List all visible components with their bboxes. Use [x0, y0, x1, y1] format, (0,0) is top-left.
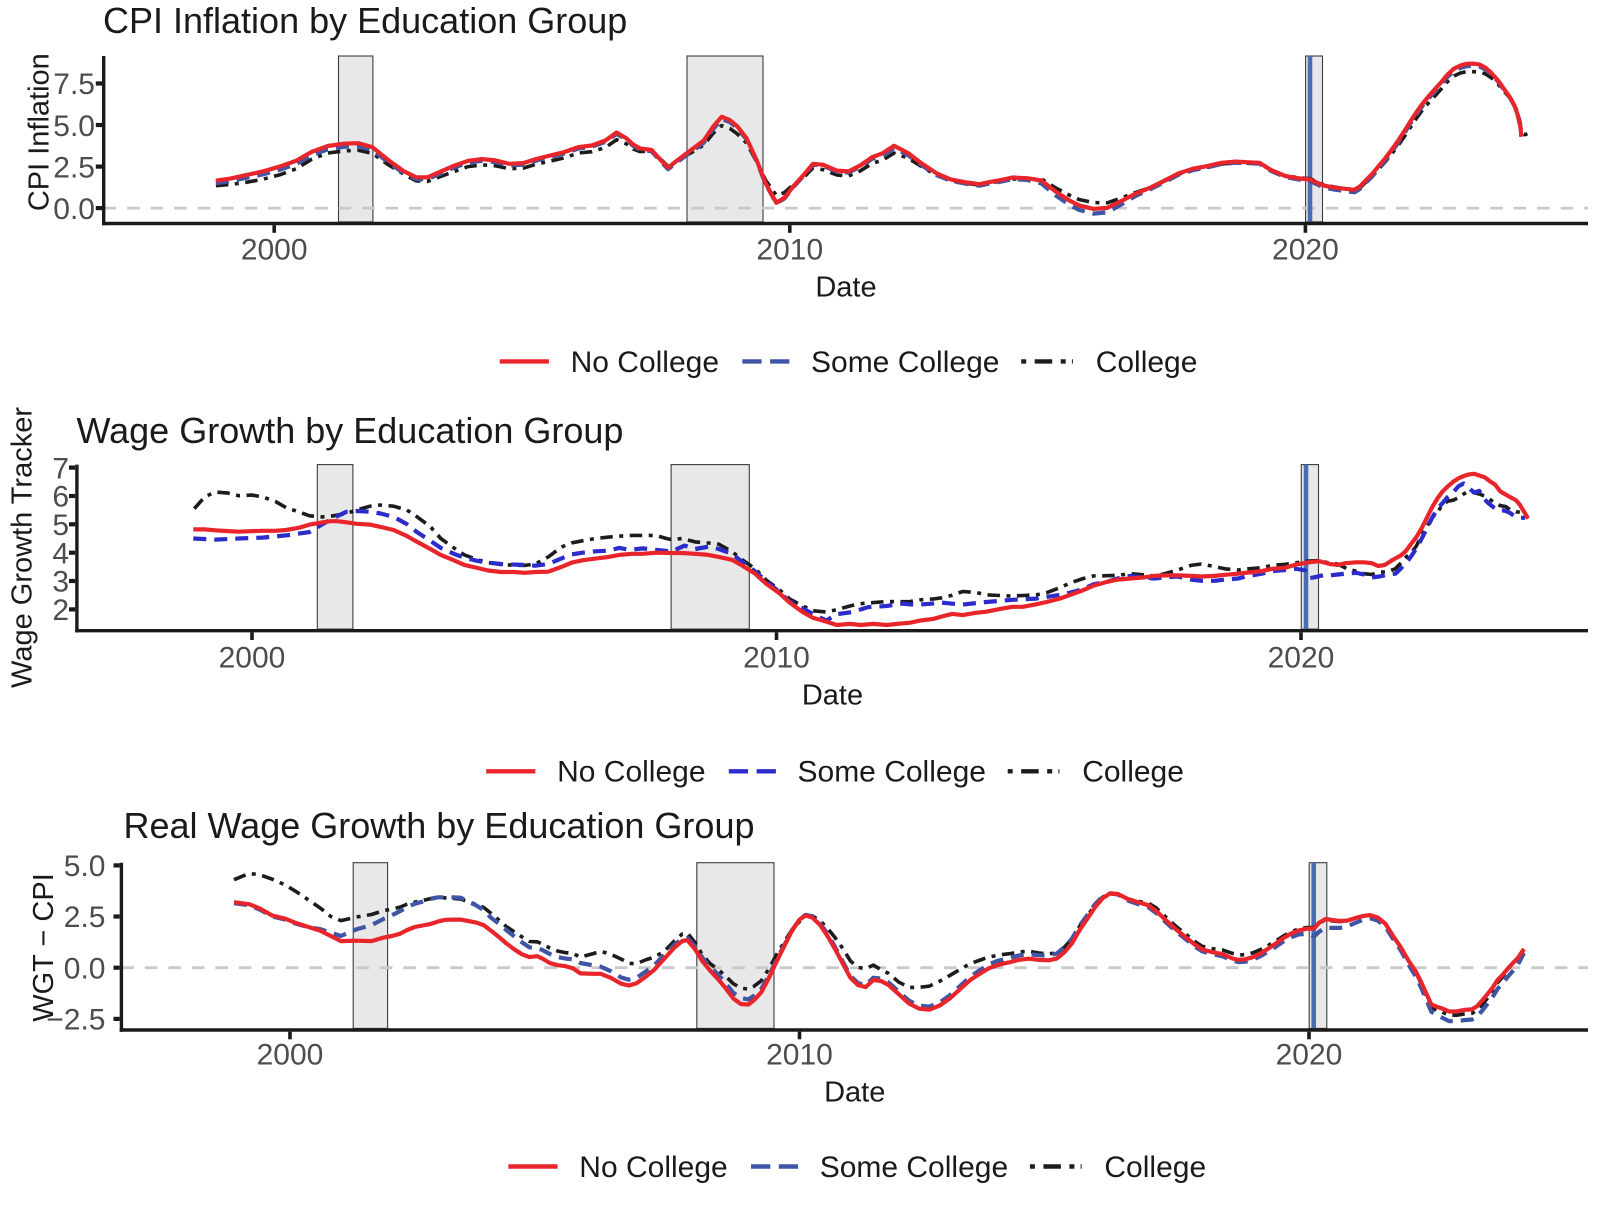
svg-text:2010: 2010 [743, 641, 810, 674]
svg-text:Wage Growth Tracker: Wage Growth Tracker [7, 407, 39, 688]
svg-text:CPI Inflation by Education Gro: CPI Inflation by Education Group [103, 0, 627, 41]
svg-text:Real Wage Growth by Education: Real Wage Growth by Education Group [124, 805, 755, 846]
svg-text:WGT − CPI: WGT − CPI [28, 873, 60, 1022]
svg-text:College: College [1104, 1151, 1206, 1184]
svg-text:2020: 2020 [1276, 1039, 1343, 1072]
svg-text:2020: 2020 [1272, 233, 1339, 266]
svg-text:2010: 2010 [766, 1039, 833, 1072]
svg-text:Date: Date [824, 1077, 885, 1109]
svg-text:7: 7 [52, 452, 69, 485]
svg-text:4: 4 [52, 537, 69, 570]
svg-text:Some College: Some College [798, 756, 986, 789]
svg-text:2.5: 2.5 [53, 151, 95, 184]
svg-text:College: College [1096, 346, 1198, 379]
svg-text:5.0: 5.0 [53, 110, 95, 143]
svg-text:−2.5: −2.5 [46, 1004, 105, 1037]
svg-text:Date: Date [802, 680, 863, 712]
svg-text:3: 3 [52, 566, 69, 599]
svg-text:CPI Inflation: CPI Inflation [24, 53, 56, 211]
svg-text:2: 2 [52, 594, 69, 627]
svg-text:Wage Growth by Education Group: Wage Growth by Education Group [77, 410, 624, 451]
svg-text:2.5: 2.5 [64, 901, 106, 934]
svg-text:6: 6 [52, 481, 69, 514]
svg-text:0.0: 0.0 [53, 193, 95, 226]
svg-text:5.0: 5.0 [64, 850, 106, 883]
svg-text:7.5: 7.5 [53, 68, 95, 101]
svg-text:College: College [1082, 756, 1184, 789]
svg-text:Date: Date [815, 272, 876, 304]
svg-text:2000: 2000 [257, 1039, 324, 1072]
svg-text:2000: 2000 [219, 641, 286, 674]
svg-text:2000: 2000 [241, 233, 308, 266]
svg-text:No College: No College [571, 346, 719, 379]
svg-text:5: 5 [52, 509, 69, 542]
svg-text:0.0: 0.0 [64, 952, 106, 985]
svg-text:Some College: Some College [820, 1151, 1008, 1184]
svg-text:No College: No College [557, 756, 705, 789]
svg-text:No College: No College [579, 1151, 727, 1184]
svg-text:2010: 2010 [756, 233, 823, 266]
svg-text:2020: 2020 [1268, 641, 1335, 674]
svg-text:Some College: Some College [811, 346, 999, 379]
